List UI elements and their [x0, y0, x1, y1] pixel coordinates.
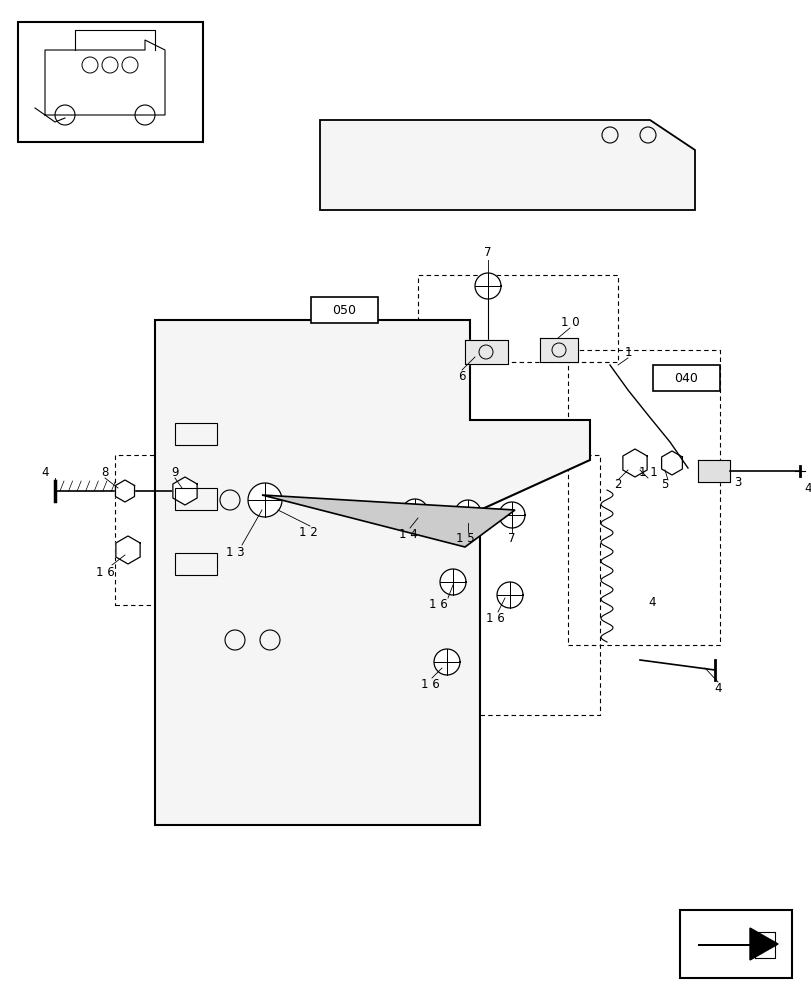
Polygon shape — [622, 449, 646, 477]
Polygon shape — [474, 273, 500, 299]
Polygon shape — [116, 536, 140, 564]
Text: 7: 7 — [508, 532, 515, 544]
Text: 4: 4 — [803, 482, 811, 494]
Polygon shape — [499, 502, 525, 528]
Text: 4: 4 — [41, 466, 49, 479]
Polygon shape — [173, 477, 197, 505]
Text: 4: 4 — [714, 682, 721, 694]
Text: 1 6: 1 6 — [420, 678, 439, 692]
Polygon shape — [115, 480, 135, 502]
Polygon shape — [697, 928, 777, 960]
Text: 3: 3 — [733, 476, 740, 488]
Polygon shape — [262, 495, 514, 547]
Bar — [175, 553, 217, 575]
Polygon shape — [697, 460, 729, 482]
Text: 1 6: 1 6 — [96, 566, 114, 578]
Text: 1 4: 1 4 — [398, 528, 417, 542]
Text: 9: 9 — [171, 466, 178, 479]
Text: 6: 6 — [457, 369, 466, 382]
Text: 4: 4 — [647, 595, 655, 608]
Polygon shape — [539, 338, 577, 362]
Text: 5: 5 — [660, 479, 668, 491]
Polygon shape — [661, 451, 681, 475]
Polygon shape — [401, 499, 427, 525]
Text: 8: 8 — [101, 466, 109, 479]
Polygon shape — [155, 320, 590, 825]
FancyBboxPatch shape — [652, 365, 719, 391]
Polygon shape — [440, 569, 466, 595]
Text: 1: 1 — [624, 346, 631, 359]
Bar — [679, 910, 791, 978]
Polygon shape — [465, 340, 508, 364]
Polygon shape — [496, 582, 522, 608]
Text: 2: 2 — [613, 479, 621, 491]
FancyBboxPatch shape — [311, 297, 378, 323]
Bar — [175, 423, 217, 445]
Bar — [18, 22, 203, 142]
Polygon shape — [434, 649, 460, 675]
Text: 1 5: 1 5 — [455, 532, 474, 544]
Text: 1 2: 1 2 — [298, 526, 317, 538]
Text: 1 1: 1 1 — [637, 466, 657, 479]
Polygon shape — [320, 120, 694, 210]
Text: 1 3: 1 3 — [225, 546, 244, 558]
Text: 040: 040 — [673, 371, 697, 384]
Text: 1 6: 1 6 — [428, 598, 447, 611]
Polygon shape — [454, 500, 480, 526]
Text: 1 0: 1 0 — [560, 316, 578, 328]
Text: 7: 7 — [483, 245, 491, 258]
Text: 050: 050 — [332, 304, 355, 316]
Text: 1 6: 1 6 — [485, 611, 504, 624]
Polygon shape — [247, 483, 281, 517]
Bar — [175, 488, 217, 510]
